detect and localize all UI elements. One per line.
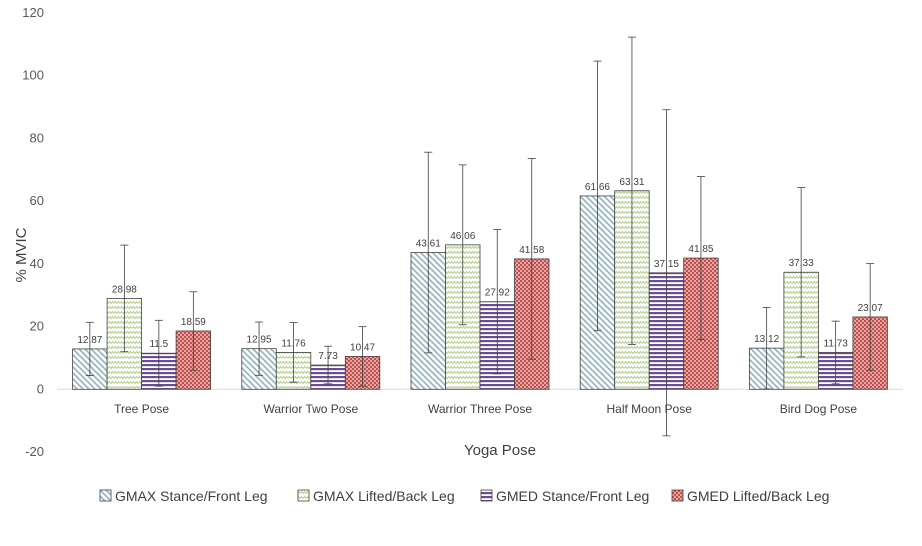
data-label: 11.5 [149,339,168,350]
data-label: 12.95 [247,335,272,346]
data-label: 46.06 [450,231,475,242]
error-bar-group [85,36,875,437]
y-tick-label: 20 [30,319,44,334]
x-tick-label: Warrior Two Pose [263,402,358,416]
bar-series-group [72,190,888,390]
data-label: 11.76 [281,338,306,349]
data-label: 7.73 [318,351,338,362]
y-tick-label: 0 [37,381,44,396]
x-axis-categories: Tree Pose Warrior Two Pose Warrior Three P… [114,402,857,416]
legend-swatch [671,489,684,502]
legend-swatch [297,489,310,502]
data-label: 63.31 [619,177,644,188]
data-label: 41.58 [519,245,544,256]
legend-swatch [480,489,493,502]
x-tick-label: Half Moon Pose [607,402,693,416]
y-axis: -20 0 20 40 60 80 100 120 [22,5,44,459]
data-label: 37.15 [654,259,679,270]
y-tick-label: 40 [30,256,44,271]
legend-label: GMED Stance/Front Leg [496,488,649,504]
legend-label: GMAX Stance/Front Leg [115,488,268,504]
legend-item-gmax-lifted-back-leg: GMAX Lifted/Back Leg [297,488,455,504]
data-label-group: 12.87 28.98 11.5 18.59 12.95 11.76 7.73 10.47 43… [77,177,883,362]
data-label: 23.07 [858,303,883,314]
legend-swatch [99,489,112,502]
x-axis-title: Yoga Pose [464,442,536,459]
data-label: 37.33 [789,258,814,269]
data-label: 12.87 [77,335,102,346]
data-label: 27.92 [485,288,510,299]
data-label: 11.73 [824,339,849,350]
y-tick-label: 80 [30,130,44,145]
y-tick-label: -20 [25,444,44,459]
legend-item-gmed-lifted-back-leg: GMED Lifted/Back Leg [671,488,829,504]
data-label: 10.47 [350,342,375,353]
data-label: 41.85 [688,244,713,255]
y-tick-label: 100 [22,68,44,83]
y-tick-label: 60 [30,193,44,208]
data-label: 28.98 [112,284,137,295]
data-label: 13.12 [754,334,779,345]
legend-label: GMAX Lifted/Back Leg [313,488,455,504]
legend-item-gmed-stance-front-leg: GMED Stance/Front Leg [480,488,649,504]
y-axis-title: % MVIC [13,227,30,282]
x-tick-label: Bird Dog Pose [780,402,858,416]
legend-item-gmax-stance-front-leg: GMAX Stance/Front Leg [99,488,268,504]
x-tick-label: Tree Pose [114,402,169,416]
legend: GMAX Stance/Front Leg GMAX Lifted/Back Le… [99,488,829,504]
legend-label: GMED Lifted/Back Leg [687,488,829,504]
y-tick-label: 120 [22,5,44,20]
data-label: 43.61 [416,239,441,250]
data-label: 61.66 [585,182,610,193]
data-label: 18.59 [181,317,206,328]
x-tick-label: Warrior Three Pose [428,402,532,416]
